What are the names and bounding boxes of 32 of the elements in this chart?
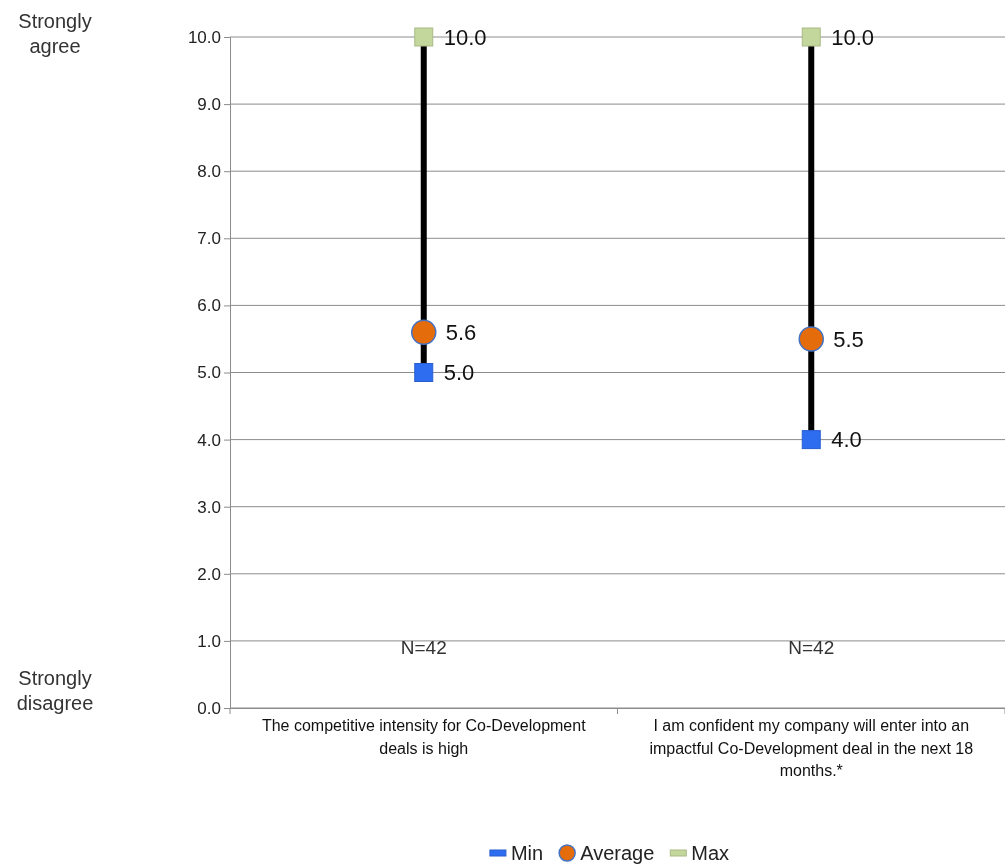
point <box>414 363 434 382</box>
point <box>801 27 821 47</box>
x-tick-label: The competitive intensity for Co-Development deals is high <box>261 717 587 757</box>
point <box>414 27 434 47</box>
y-tick-label: 5.0 <box>197 363 221 383</box>
y-tick-label: 4.0 <box>197 430 221 450</box>
x-tick-label: I am confident my company will enter into an impactful Co-Development deal in the next 18 months.* <box>649 717 974 780</box>
y-tick-label: 0.0 <box>197 698 221 718</box>
annotation: N=42 <box>788 637 835 659</box>
y-tick-label: 6.0 <box>197 296 221 316</box>
data-label: 5.6 <box>445 319 477 345</box>
point <box>798 326 824 352</box>
text: Strongly disagree <box>16 667 94 714</box>
y-tick-label: 7.0 <box>197 229 221 249</box>
y-tick-label: 1.0 <box>197 631 221 651</box>
data-label: 10.0 <box>831 24 875 50</box>
data-label: 5.0 <box>443 360 475 386</box>
data-label: 4.0 <box>831 427 862 453</box>
y-tick-label: 2.0 <box>197 564 221 584</box>
y-tick-label: 9.0 <box>197 95 221 115</box>
data-label: 10.0 <box>443 24 487 50</box>
legend-label: Min <box>510 842 544 864</box>
y-tick-label: 8.0 <box>197 162 221 182</box>
text: Strongly agree <box>18 10 92 57</box>
y-tick-label: 10.0 <box>187 27 221 47</box>
point <box>411 319 437 345</box>
legend-label: Average <box>580 842 655 864</box>
data-label: 5.5 <box>833 326 864 352</box>
annotation: N=42 <box>400 637 447 659</box>
y-tick-label: 3.0 <box>197 497 221 517</box>
legend-label: Max <box>691 842 730 864</box>
point <box>801 430 821 450</box>
